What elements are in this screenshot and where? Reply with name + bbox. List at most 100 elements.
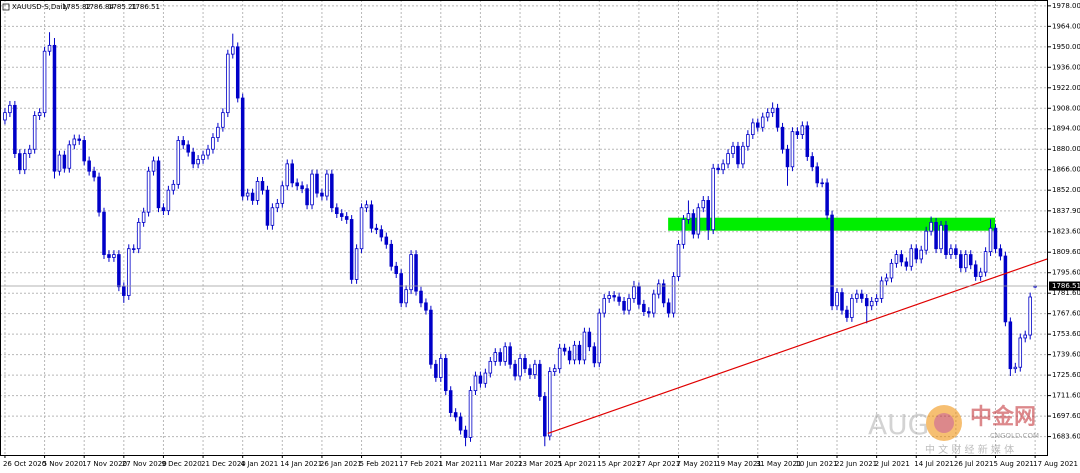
candle-body	[216, 126, 220, 138]
candle-body	[805, 125, 810, 157]
candle-body	[790, 131, 795, 168]
candle-body	[463, 429, 468, 438]
candle-body	[166, 189, 171, 212]
candle-body	[830, 214, 834, 307]
candle-body	[696, 207, 701, 235]
candle-body	[899, 254, 904, 263]
candle-body	[181, 140, 186, 146]
y-tick-label: 1823.60	[1052, 228, 1080, 236]
candle-body	[330, 173, 334, 209]
x-tick-label: 5 Apr 2021	[558, 460, 597, 468]
watermark-prefix: AUG	[868, 408, 929, 441]
candle-body	[681, 219, 686, 245]
x-tick-label: 27 Apr 2021	[637, 460, 680, 468]
candle-body	[855, 293, 859, 299]
candle-body	[656, 283, 661, 295]
candle-body	[211, 137, 215, 150]
x-tick-label: 4 Jan 2021	[241, 460, 279, 468]
candle-body	[934, 221, 938, 250]
y-tick-label: 1922.00	[1052, 84, 1080, 92]
candle-body	[949, 248, 953, 255]
y-tick-label: 1809.60	[1052, 248, 1080, 256]
candle-body	[637, 286, 641, 305]
candle-body	[760, 116, 765, 128]
candle-body	[869, 300, 874, 307]
x-tick-label: 26 Oct 2020	[3, 460, 46, 468]
candle-body	[978, 271, 983, 277]
watermark-logo-inner	[934, 413, 954, 433]
candle-body	[914, 248, 919, 260]
candle-body	[924, 230, 928, 251]
candle-body	[320, 192, 324, 197]
candle-body	[468, 390, 473, 438]
candle-body	[151, 160, 156, 172]
overlays	[0, 258, 1049, 435]
candle-body	[939, 224, 943, 250]
candle-body	[434, 363, 438, 378]
candle-body	[18, 153, 22, 171]
candle-body	[493, 352, 498, 362]
candle-body	[632, 286, 636, 299]
candle-body	[310, 173, 314, 206]
candle-body	[226, 53, 230, 114]
y-tick-label: 1781.60	[1052, 289, 1080, 297]
candle-body	[538, 363, 542, 397]
candle-body	[57, 154, 62, 172]
x-tick-label: 17 Aug 2021	[1033, 460, 1078, 468]
candle-body	[300, 185, 304, 190]
x-tick-label: 26 Jul 2021	[954, 460, 994, 468]
candle-body	[483, 372, 488, 384]
candle-body	[577, 344, 582, 361]
candle-body	[260, 181, 265, 191]
candle-body	[731, 145, 735, 155]
x-tick-label: 9 Dec 2020	[161, 460, 201, 468]
candle-body	[959, 254, 963, 269]
x-tick-label: 19 May 2021	[716, 460, 762, 468]
candle-body	[364, 204, 369, 209]
ohlc-high: 1786.84	[85, 3, 114, 11]
candles	[3, 32, 1037, 447]
candle-body	[156, 160, 161, 209]
candle-body	[864, 298, 869, 307]
candle-body	[602, 298, 606, 314]
candle-body	[97, 176, 101, 213]
candle-body	[513, 363, 517, 377]
watermark: AUG 中金网 CNGOLD.COM 中 文 财 经 新 媒 体	[868, 404, 1039, 456]
candle-body	[235, 46, 240, 99]
y-tick-label: 1894.00	[1052, 125, 1080, 133]
candle-body	[315, 173, 319, 194]
candle-body	[612, 295, 616, 298]
y-tick-label: 1936.00	[1052, 63, 1080, 71]
candle-body	[964, 254, 968, 269]
candle-body	[562, 347, 567, 352]
candle-body	[221, 112, 225, 128]
candle-body	[141, 211, 146, 223]
candle-body	[72, 138, 77, 146]
candle-body	[379, 229, 384, 238]
candle-body	[47, 44, 52, 52]
y-tick-label: 1795.60	[1052, 269, 1080, 277]
y-tick-label: 1837.90	[1052, 207, 1080, 215]
ohlc-low: 1785.21	[108, 3, 137, 11]
x-tick-label: 14 Jul 2021	[914, 460, 954, 468]
plot-border	[0, 0, 1048, 456]
x-tick-label: 17 Nov 2020	[82, 460, 127, 468]
candle-body	[13, 104, 17, 155]
candle-body	[354, 248, 359, 280]
candle-body	[62, 154, 67, 169]
candle-body	[439, 358, 443, 378]
x-tick-label: 2 Jul 2021	[875, 460, 910, 468]
x-tick-label: 26 Jan 2021	[320, 460, 362, 468]
candle-body	[671, 276, 676, 314]
candle-body	[523, 358, 527, 370]
candle-body	[191, 151, 195, 165]
y-tick-label: 1950.00	[1052, 43, 1080, 51]
candle-body	[8, 104, 12, 114]
candle-body	[552, 368, 557, 373]
candle-body	[42, 50, 47, 114]
candle-body	[998, 248, 1003, 257]
candle-body	[453, 412, 458, 418]
candle-body	[622, 300, 626, 311]
candle-body	[131, 248, 136, 250]
